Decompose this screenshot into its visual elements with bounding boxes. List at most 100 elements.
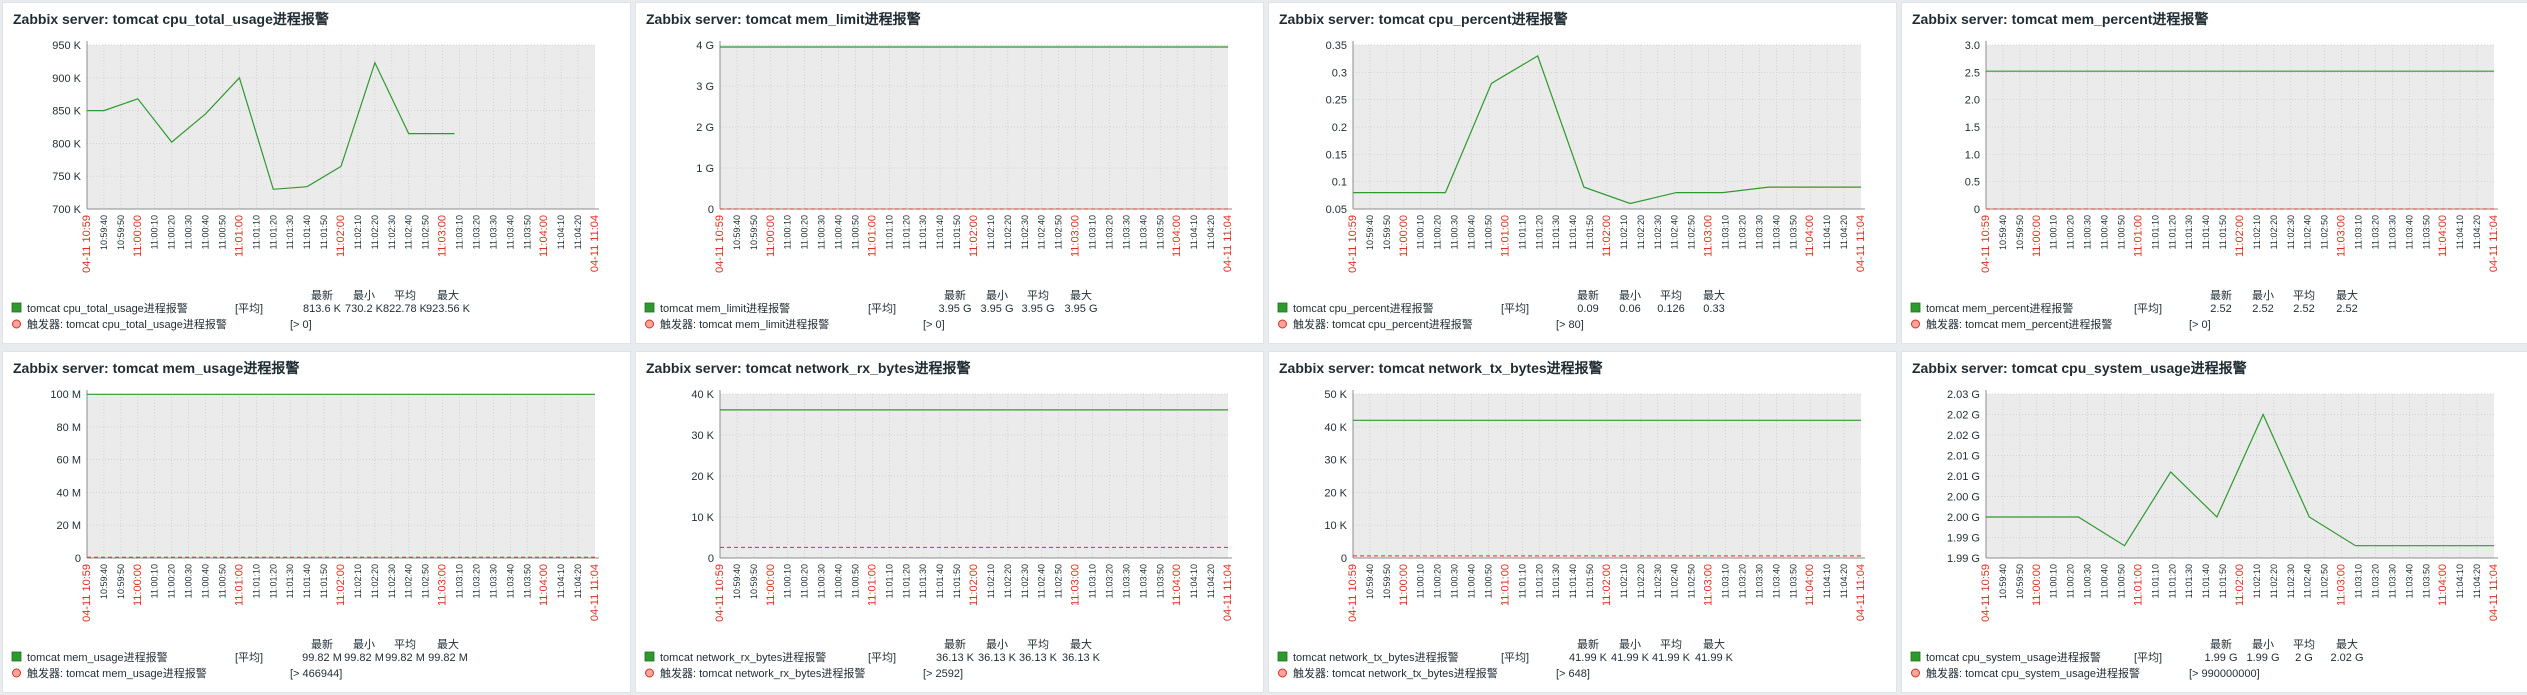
legend-header: 最新 [944,288,966,302]
x-tick-label: 11:01:30 [1551,215,1561,249]
x-tick-label: 11:01:40 [2201,564,2211,598]
x-tick-label: 11:01:20 [2167,215,2177,249]
graph-panel-mem-percent[interactable]: Zabbix server: tomcat mem_percent进程报警 3.… [1901,2,2527,344]
graph-panel-network-rx-bytes[interactable]: Zabbix server: tomcat network_rx_bytes进程… [635,351,1264,693]
x-start-label: 04-11 10:59 [714,215,726,273]
x-tick-label: 11:03:00 [1703,215,1715,257]
x-tick-label: 11:03:40 [1771,564,1781,598]
trigger-text: 触发器: tomcat cpu_system_usage进程报警 [1926,666,2140,680]
x-tick-label: 11:02:30 [1653,564,1663,598]
x-tick-label: 11:03:30 [1121,564,1131,598]
legend-function: [平均] [2134,302,2162,315]
x-tick-label: 11:04:10 [556,215,566,249]
x-tick-label: 11:03:40 [1138,215,1148,249]
x-tick-label: 11:00:30 [184,215,194,249]
legend-function: [平均] [1501,651,1529,664]
legend-value: 41.99 K [1611,652,1650,664]
graph-panel-cpu-percent[interactable]: Zabbix server: tomcat cpu_percent进程报警 0.… [1268,2,1897,344]
legend-value: 3.95 G [1064,303,1097,315]
series-line [1353,55,1861,205]
x-tick-label: 11:02:20 [2269,564,2279,598]
x-end-label: 04-11 11:04 [1222,215,1234,272]
x-tick-label: 11:03:50 [522,215,532,249]
y-tick-label: 2.01 G [1947,451,1980,463]
x-tick-label: 11:03:20 [1737,564,1747,598]
x-tick-label: 11:04:00 [538,564,550,606]
x-tick-label: 11:00:00 [2031,215,2043,257]
legend-header: 最新 [944,637,966,651]
y-tick-label: 40 M [57,487,81,499]
x-tick-label: 11:00:30 [1450,564,1460,598]
x-tick-label: 11:02:40 [1670,564,1680,598]
y-tick-label: 30 K [1324,455,1347,467]
x-start-label: 04-11 10:59 [1980,564,1992,622]
x-tick-label: 11:00:20 [2066,564,2076,598]
x-tick-label: 11:00:10 [150,564,160,598]
legend-value: 99.82 M [344,652,384,664]
x-tick-label: 11:03:00 [2336,215,2348,257]
trigger-icon [1911,668,1920,678]
legend-value: 36.13 K [978,652,1017,664]
x-tick-label: 11:01:20 [901,564,911,598]
x-tick-label: 11:01:10 [1517,215,1527,249]
x-tick-label: 11:00:10 [783,215,793,249]
legend-header: 最大 [437,637,459,651]
legend-value: 2.52 [2336,303,2357,315]
x-tick-label: 11:03:40 [505,215,515,249]
x-tick-label: 11:01:20 [1534,564,1544,598]
legend-swatch [1910,302,1921,313]
x-tick-label: 11:04:10 [1189,564,1199,598]
chart-svg: 40 K 30 K 20 K 10 K 004-11 10:59 04-11 11:04 1… [644,389,1234,680]
x-tick-label: 11:00:10 [1416,215,1426,249]
x-tick-label: 11:03:00 [1703,564,1715,606]
legend-value: 813.6 K [303,303,342,315]
x-tick-label: 11:04:20 [1839,215,1849,249]
x-tick-label: 11:00:50 [217,564,227,598]
x-start-label: 04-11 10:59 [1347,215,1359,273]
x-tick-label: 11:02:50 [421,215,431,249]
legend-series-name: tomcat mem_limit进程报警 [660,301,790,315]
x-tick-label: 11:02:40 [404,564,414,598]
y-tick-label: 0.3 [1332,67,1347,79]
x-tick-label: 11:03:30 [488,564,498,598]
x-tick-label: 11:04:00 [538,215,550,257]
x-tick-label: 11:04:10 [2455,564,2465,598]
x-tick-label: 11:04:20 [2472,215,2482,249]
legend-value: 0.33 [1703,303,1724,315]
x-tick-label: 11:01:50 [319,564,329,598]
graph-panel-mem-usage[interactable]: Zabbix server: tomcat mem_usage进程报警 100 … [2,351,631,693]
x-tick-label: 11:00:00 [765,564,777,606]
legend-header: 最新 [311,288,333,302]
x-tick-label: 11:00:40 [201,564,211,598]
x-tick-label: 11:03:50 [2421,564,2431,598]
trigger-text: 触发器: tomcat network_tx_bytes进程报警 [1293,666,1498,680]
y-tick-label: 0.5 [1965,177,1980,189]
y-tick-label: 900 K [52,73,81,85]
legend-value: 822.78 K [383,303,428,315]
x-tick-label: 11:01:00 [233,215,245,257]
y-tick-label: 0.1 [1332,177,1347,189]
x-tick-label: 11:00:20 [800,564,810,598]
x-tick-label: 11:02:00 [968,215,980,257]
y-tick-label: 30 K [691,430,714,442]
legend-value: 99.82 M [385,652,425,664]
x-tick-label: 10:59:50 [2015,564,2025,599]
x-tick-label: 11:01:30 [918,564,928,598]
legend-swatch [1277,302,1288,313]
legend-value: 36.13 K [936,652,975,664]
x-tick-label: 11:00:20 [167,564,177,598]
trigger-condition: [> 648] [1556,668,1590,680]
y-tick-label: 0.15 [1326,149,1347,161]
x-tick-label: 11:04:20 [573,215,583,249]
graph-panel-cpu-system-usage[interactable]: Zabbix server: tomcat cpu_system_usage进程… [1901,351,2527,693]
x-tick-label: 11:01:40 [2201,215,2211,249]
trigger-icon [1278,319,1287,329]
graph-panel-network-tx-bytes[interactable]: Zabbix server: tomcat network_tx_bytes进程… [1268,351,1897,693]
x-start-label: 04-11 10:59 [81,215,93,273]
y-tick-label: 750 K [52,171,81,183]
x-tick-label: 11:01:20 [1534,215,1544,249]
graph-panel-mem-limit[interactable]: Zabbix server: tomcat mem_limit进程报警 4 G 3… [635,2,1264,344]
x-tick-label: 11:02:40 [1037,215,1047,249]
x-tick-label: 11:00:30 [817,215,827,249]
graph-panel-cpu-total-usage[interactable]: Zabbix server: tomcat cpu_total_usage进程报… [2,2,631,344]
